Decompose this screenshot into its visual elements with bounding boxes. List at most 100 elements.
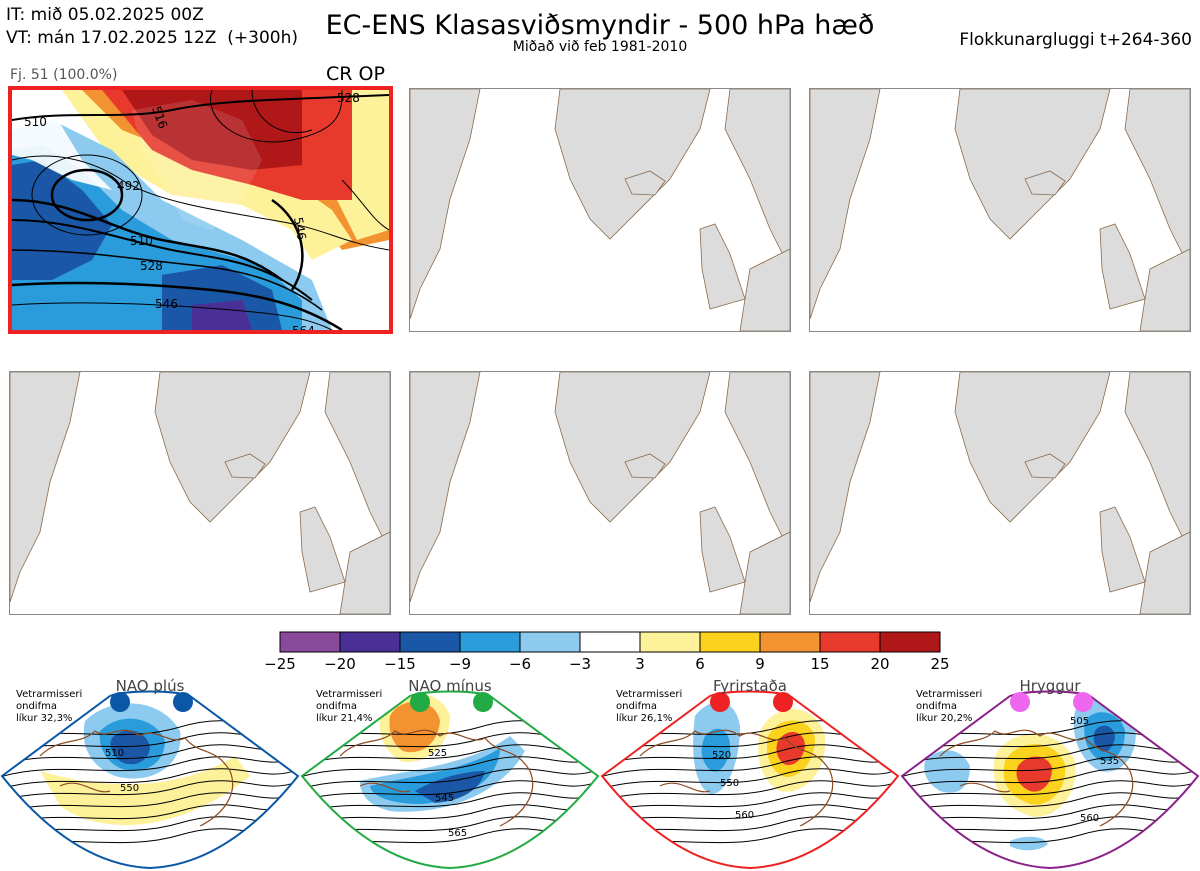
regime-anomaly bbox=[110, 730, 150, 765]
regime-contour bbox=[2, 780, 298, 802]
regime-contour bbox=[902, 804, 1198, 826]
cluster-map-1-svg: 510 516 492 510 528 546 546 564 528 bbox=[12, 90, 389, 330]
regime-anomaly bbox=[40, 756, 250, 826]
land-iceland bbox=[624, 453, 666, 479]
colorbar-tick-label: 9 bbox=[755, 655, 765, 673]
colorbar-tick-label: 6 bbox=[695, 655, 705, 673]
regime-contour bbox=[602, 768, 898, 790]
regime-outline bbox=[300, 690, 600, 870]
regime-anomaly bbox=[415, 771, 485, 803]
regime-contour bbox=[602, 804, 898, 826]
regime-map: 505 535 560 bbox=[900, 690, 1200, 870]
regime-contour bbox=[302, 732, 598, 754]
regime-contour bbox=[302, 780, 598, 802]
regime-contour-label: 525 bbox=[428, 748, 447, 759]
colorbar-swatch bbox=[519, 631, 581, 653]
land-britain bbox=[699, 223, 746, 310]
colorbar-swatch bbox=[339, 631, 401, 653]
regime-title: Fyrirstaða bbox=[713, 677, 787, 695]
regime-contour bbox=[302, 756, 598, 778]
regime-contour-label: 520 bbox=[712, 750, 731, 761]
land-greenland bbox=[132, 100, 262, 230]
cluster-map-6 bbox=[809, 371, 1191, 615]
regime-contour bbox=[602, 792, 898, 814]
land-canada bbox=[810, 372, 881, 603]
regime-contour bbox=[2, 756, 298, 778]
regime-coastline bbox=[939, 729, 1134, 827]
colorbar-tick-label: −25 bbox=[264, 655, 296, 673]
regime-note-line: ondifma bbox=[616, 701, 657, 712]
contour-label: 528 bbox=[140, 259, 163, 273]
regime-contour bbox=[2, 792, 298, 814]
anomaly-purple bbox=[192, 300, 252, 330]
regime-coastline bbox=[339, 729, 534, 827]
map-svg bbox=[810, 372, 1190, 614]
anomaly-yellow bbox=[62, 90, 352, 260]
land-europe bbox=[339, 531, 390, 614]
land-europe bbox=[739, 248, 790, 331]
regime-contour bbox=[2, 768, 298, 790]
contour-label: 528 bbox=[337, 91, 360, 105]
colorbar-swatch bbox=[819, 631, 881, 653]
colorbar-tick-label: 15 bbox=[810, 655, 829, 673]
cluster-map-4 bbox=[9, 371, 391, 615]
regime-contour bbox=[302, 744, 598, 766]
regime-contour bbox=[302, 804, 598, 826]
regime-marker-dot bbox=[410, 692, 430, 712]
regime-note-line: Vetrarmisseri bbox=[916, 689, 983, 700]
regime-contour bbox=[302, 792, 598, 814]
land-iceland bbox=[624, 170, 666, 196]
regime-contour bbox=[602, 744, 898, 766]
regime-note-line: ondifma bbox=[16, 701, 57, 712]
land-scandinavia bbox=[724, 372, 790, 553]
regime-marker-dot bbox=[710, 692, 730, 712]
cluster-op-label: CR OP bbox=[326, 63, 385, 85]
window-label: Flokkunargluggi t+264-360 bbox=[959, 30, 1192, 50]
map-svg bbox=[810, 89, 1190, 331]
regime-contour bbox=[902, 792, 1198, 814]
land-greenland bbox=[154, 372, 311, 523]
regime-title: NAO mínus bbox=[408, 677, 492, 695]
regime-contour bbox=[2, 828, 298, 850]
colorbar-swatch bbox=[639, 631, 701, 653]
regime-marker-dot bbox=[173, 692, 193, 712]
land-europe bbox=[1139, 248, 1190, 331]
land-canada bbox=[410, 89, 481, 320]
regime-title: Hryggur bbox=[1019, 677, 1081, 695]
height-contours bbox=[12, 90, 389, 330]
regime-outline bbox=[600, 690, 900, 870]
regime-contour-label: 535 bbox=[1100, 756, 1119, 767]
contour-label: 510 bbox=[130, 234, 153, 248]
regime-contour bbox=[602, 756, 898, 778]
regime-marker-dot bbox=[1010, 692, 1030, 712]
regime-note-line: Vetrarmisseri bbox=[316, 689, 383, 700]
colorbar-tick-label: −15 bbox=[384, 655, 416, 673]
contour-label: 510 bbox=[24, 115, 47, 129]
colorbar-tick-label: 3 bbox=[635, 655, 645, 673]
regime-outline bbox=[900, 690, 1200, 870]
page-title: EC-ENS Klasasviðsmyndir - 500 hPa hæð bbox=[325, 10, 875, 41]
regime-contour-label: 545 bbox=[435, 793, 454, 804]
land-scandinavia bbox=[1124, 89, 1190, 270]
regime-note-line: líkur 32,3% bbox=[16, 713, 73, 724]
regime-note-line: ondifma bbox=[916, 701, 957, 712]
regime-contour-label: 560 bbox=[1080, 813, 1099, 824]
regime-note-line: ondifma bbox=[316, 701, 357, 712]
regime-marker-dot bbox=[110, 692, 130, 712]
regime-contour bbox=[602, 828, 898, 850]
land-britain bbox=[1099, 506, 1146, 593]
colorbar-tick-label: −20 bbox=[324, 655, 356, 673]
land-canada bbox=[810, 89, 881, 320]
regime-contour bbox=[302, 768, 598, 790]
land-greenland bbox=[954, 372, 1111, 523]
cluster-count-label: Fj. 51 (100.0%) bbox=[10, 67, 118, 83]
regime-contour bbox=[602, 780, 898, 802]
regime-contour bbox=[2, 804, 298, 826]
land-britain bbox=[699, 506, 746, 593]
contour-label: 492 bbox=[117, 179, 140, 193]
land-scandinavia bbox=[324, 372, 390, 553]
regime-coastline bbox=[639, 729, 834, 827]
land-greenland bbox=[554, 372, 711, 523]
regime-note-line: líkur 26,1% bbox=[616, 713, 673, 724]
regime-note-line: líkur 21,4% bbox=[316, 713, 373, 724]
